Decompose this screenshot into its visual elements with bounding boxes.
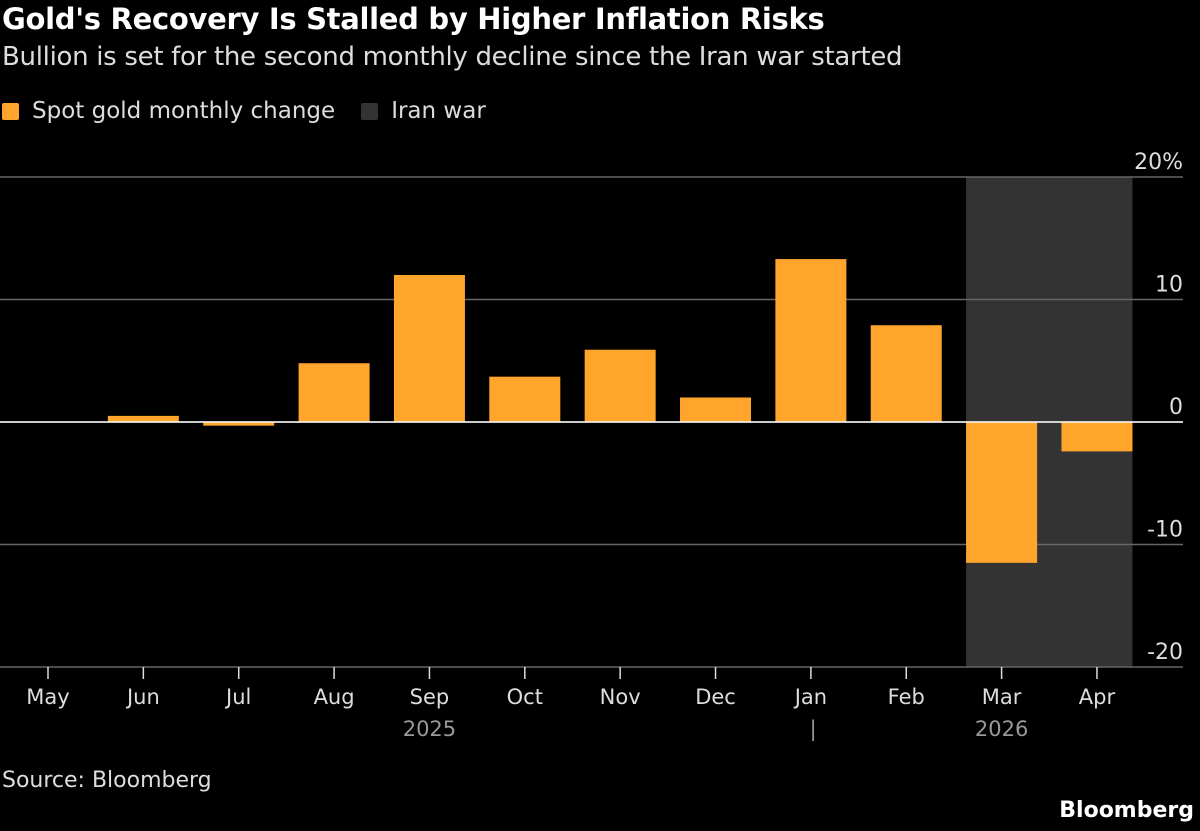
x-tick-label: Jan	[793, 685, 827, 709]
legend-swatch-gold	[2, 102, 19, 120]
x-tick-label: Oct	[507, 685, 543, 709]
bar-oct	[489, 376, 561, 422]
legend-swatch-iran-war	[361, 102, 379, 120]
x-tick-label: Feb	[888, 685, 925, 709]
y-tick-label: -10	[1147, 518, 1183, 543]
year-divider: |	[810, 717, 817, 742]
year-label: 2026	[975, 717, 1028, 741]
chart-subtitle: Bullion is set for the second monthly de…	[2, 42, 903, 72]
x-tick-label: Aug	[314, 685, 355, 709]
bar-nov	[584, 349, 656, 422]
legend-label-iran-war: Iran war	[391, 98, 486, 124]
y-tick-label: 20%	[1134, 150, 1183, 175]
y-tick-label: 10	[1155, 273, 1183, 298]
legend-item-iran-war: Iran war	[361, 98, 486, 124]
bar-aug	[298, 363, 370, 422]
bar-dec	[680, 397, 752, 422]
y-tick-label: 0	[1169, 395, 1183, 420]
legend: Spot gold monthly change Iran war	[2, 98, 512, 124]
bloomberg-logo: Bloomberg	[1059, 798, 1194, 823]
bar-sep	[393, 275, 465, 422]
bar-mar	[966, 422, 1038, 563]
x-tick-label: May	[26, 685, 69, 709]
x-tick-label: Jul	[224, 685, 251, 709]
x-tick-label: Dec	[695, 685, 736, 709]
year-label: 2025	[403, 717, 456, 741]
x-tick-label: Mar	[982, 685, 1022, 709]
x-tick-label: Jun	[125, 685, 160, 709]
bar-jul	[203, 422, 275, 426]
bar-jan	[775, 259, 847, 422]
legend-item-gold: Spot gold monthly change	[2, 98, 335, 124]
bar-feb	[870, 325, 942, 422]
chart-title: Gold's Recovery Is Stalled by Higher Inf…	[2, 2, 825, 36]
x-tick-label: Nov	[600, 685, 641, 709]
legend-label-gold: Spot gold monthly change	[32, 98, 336, 124]
source-note: Source: Bloomberg	[2, 768, 212, 793]
x-tick-label: Sep	[410, 685, 450, 709]
x-tick-label: Apr	[1079, 685, 1116, 709]
y-tick-label: -20	[1147, 640, 1183, 665]
bar-jun	[107, 415, 179, 422]
bar-apr	[1061, 422, 1133, 452]
